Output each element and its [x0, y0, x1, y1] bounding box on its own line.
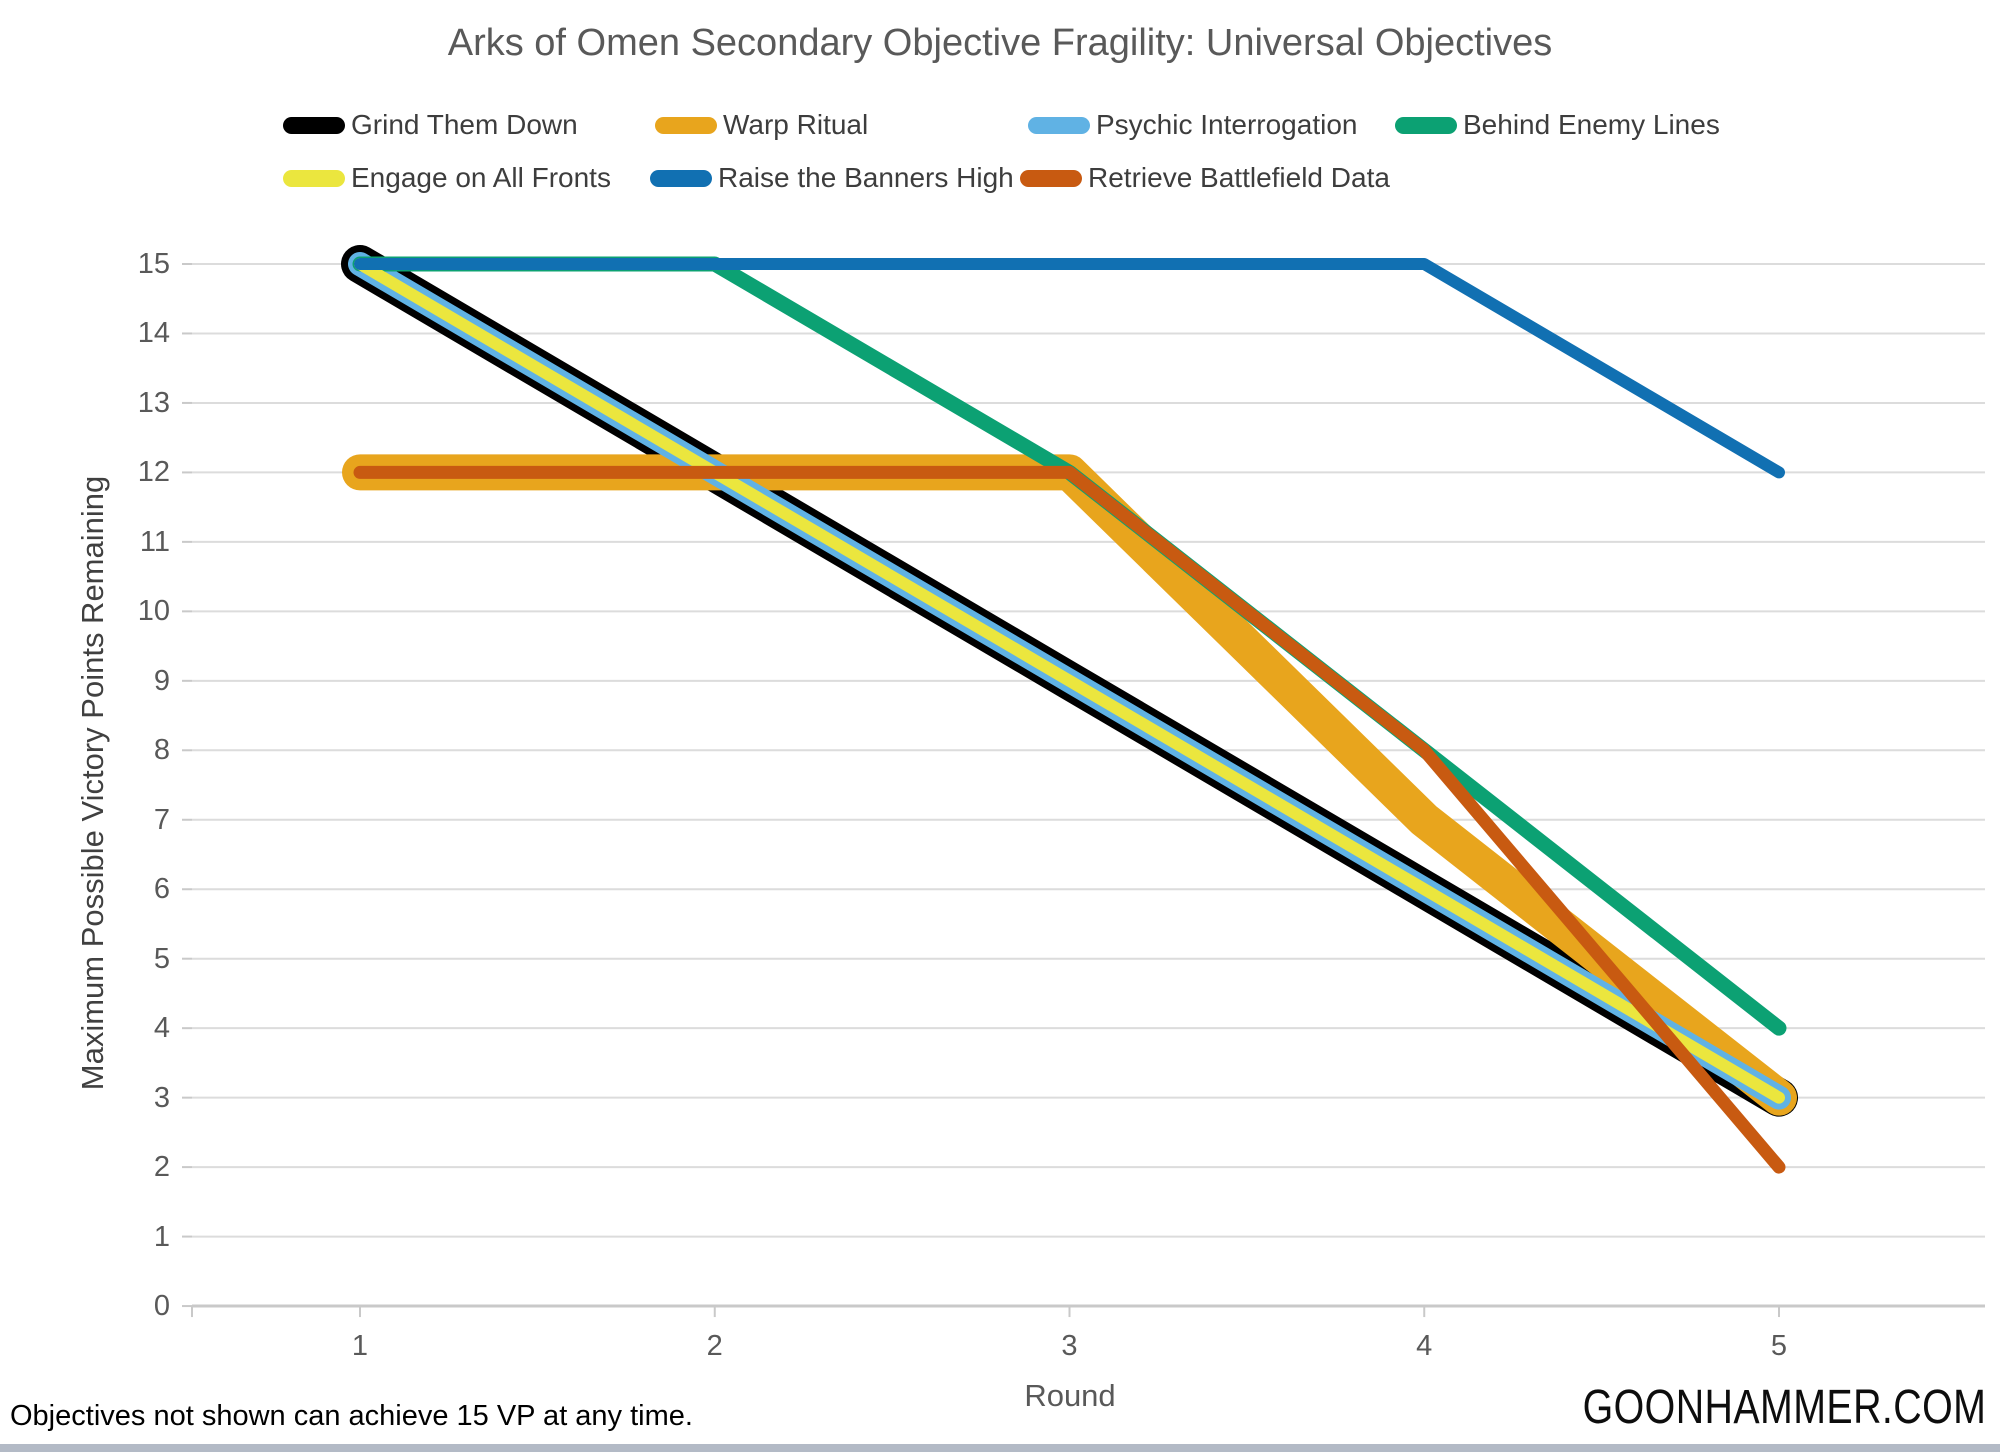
series-line-raise-the-banners-high [354, 258, 1785, 479]
legend-label: Engage on All Fronts [351, 162, 611, 193]
chart-title: Arks of Omen Secondary Objective Fragili… [447, 22, 1553, 64]
legend-swatch-warp-ritual [655, 116, 717, 134]
y-tick-label: 8 [153, 734, 170, 767]
y-tick-label: 15 [137, 248, 170, 280]
legend-label: Behind Enemy Lines [1463, 109, 1720, 140]
legend-item-behind-enemy-lines: Behind Enemy Lines [1395, 109, 1720, 140]
legend-item-warp-ritual: Warp Ritual [655, 109, 869, 140]
legend-item-psychic-interrogation: Psychic Interrogation [1028, 109, 1358, 140]
legend-swatch-engage-on-all-fronts [283, 169, 345, 187]
y-tick-label: 1 [153, 1220, 170, 1253]
y-tick-label: 5 [153, 942, 170, 975]
y-tick-label: 2 [153, 1151, 170, 1184]
legend-swatch-grind-them-down [283, 116, 345, 134]
y-axis-title: Maximum Possible Victory Points Remainin… [75, 475, 110, 1091]
x-tick-label: 1 [351, 1330, 369, 1362]
x-axis-title: Round [1024, 1378, 1116, 1413]
y-tick-label: 13 [137, 386, 170, 419]
series-line-warp-ritual [342, 454, 1797, 1116]
legend-label: Grind Them Down [351, 109, 578, 140]
legend-item-raise-the-banners-high: Raise the Banners High [650, 162, 1014, 193]
series-line-engage-on-all-fronts [354, 258, 1785, 1104]
y-tick-label: 11 [139, 525, 170, 558]
x-tick-label: 2 [706, 1330, 723, 1362]
y-tick-label: 10 [137, 595, 170, 628]
legend-swatch-psychic-interrogation [1028, 116, 1090, 134]
y-tick-label: 0 [153, 1290, 170, 1323]
footnote: Objectives not shown can achieve 15 VP a… [10, 1400, 693, 1432]
y-tick-label: 14 [137, 317, 170, 350]
x-tick-label: 5 [1770, 1330, 1788, 1362]
series-line-retrieve-battlefield-data [353, 465, 1786, 1174]
y-tick-label: 12 [137, 456, 170, 489]
y-tick-label: 7 [153, 803, 170, 836]
legend-label: Warp Ritual [723, 109, 869, 140]
legend-label: Retrieve Battlefield Data [1088, 162, 1390, 193]
legend-swatch-retrieve-battlefield-data [1020, 169, 1082, 187]
y-tick-label: 3 [153, 1081, 170, 1114]
watermark-goonhammer: GOONHAMMER.COM [1582, 1381, 1986, 1434]
legend-item-grind-them-down: Grind Them Down [283, 109, 578, 140]
legend-swatch-raise-the-banners-high [650, 169, 712, 187]
x-tick-label: 3 [1061, 1330, 1078, 1362]
legend-item-retrieve-battlefield-data: Retrieve Battlefield Data [1020, 162, 1390, 193]
legend-swatch-behind-enemy-lines [1395, 116, 1457, 134]
y-tick-label: 4 [153, 1012, 170, 1045]
y-tick-label: 6 [153, 873, 170, 906]
y-tick-label: 9 [153, 664, 170, 697]
bottom-accent-bar [0, 1444, 2000, 1452]
x-tick-label: 4 [1416, 1330, 1433, 1362]
legend-item-engage-on-all-fronts: Engage on All Fronts [283, 162, 611, 193]
legend-label: Raise the Banners High [718, 162, 1014, 193]
legend-label: Psychic Interrogation [1096, 109, 1358, 140]
